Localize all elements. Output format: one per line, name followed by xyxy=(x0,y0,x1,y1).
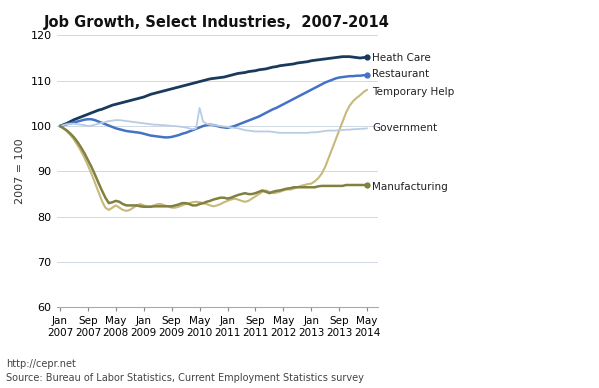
Text: Source: Bureau of Labor Statistics, Current Employment Statistics survey: Source: Bureau of Labor Statistics, Curr… xyxy=(6,373,364,383)
Text: Heath Care: Heath Care xyxy=(373,53,431,63)
Text: Government: Government xyxy=(373,123,437,133)
Y-axis label: 2007 = 100: 2007 = 100 xyxy=(15,139,25,204)
Title: Job Growth, Select Industries,  2007-2014: Job Growth, Select Industries, 2007-2014 xyxy=(44,15,390,30)
Text: http://cepr.net: http://cepr.net xyxy=(6,359,76,369)
Text: Temporary Help: Temporary Help xyxy=(373,87,455,97)
Text: Manufacturing: Manufacturing xyxy=(373,182,448,192)
Text: Restaurant: Restaurant xyxy=(373,69,429,79)
